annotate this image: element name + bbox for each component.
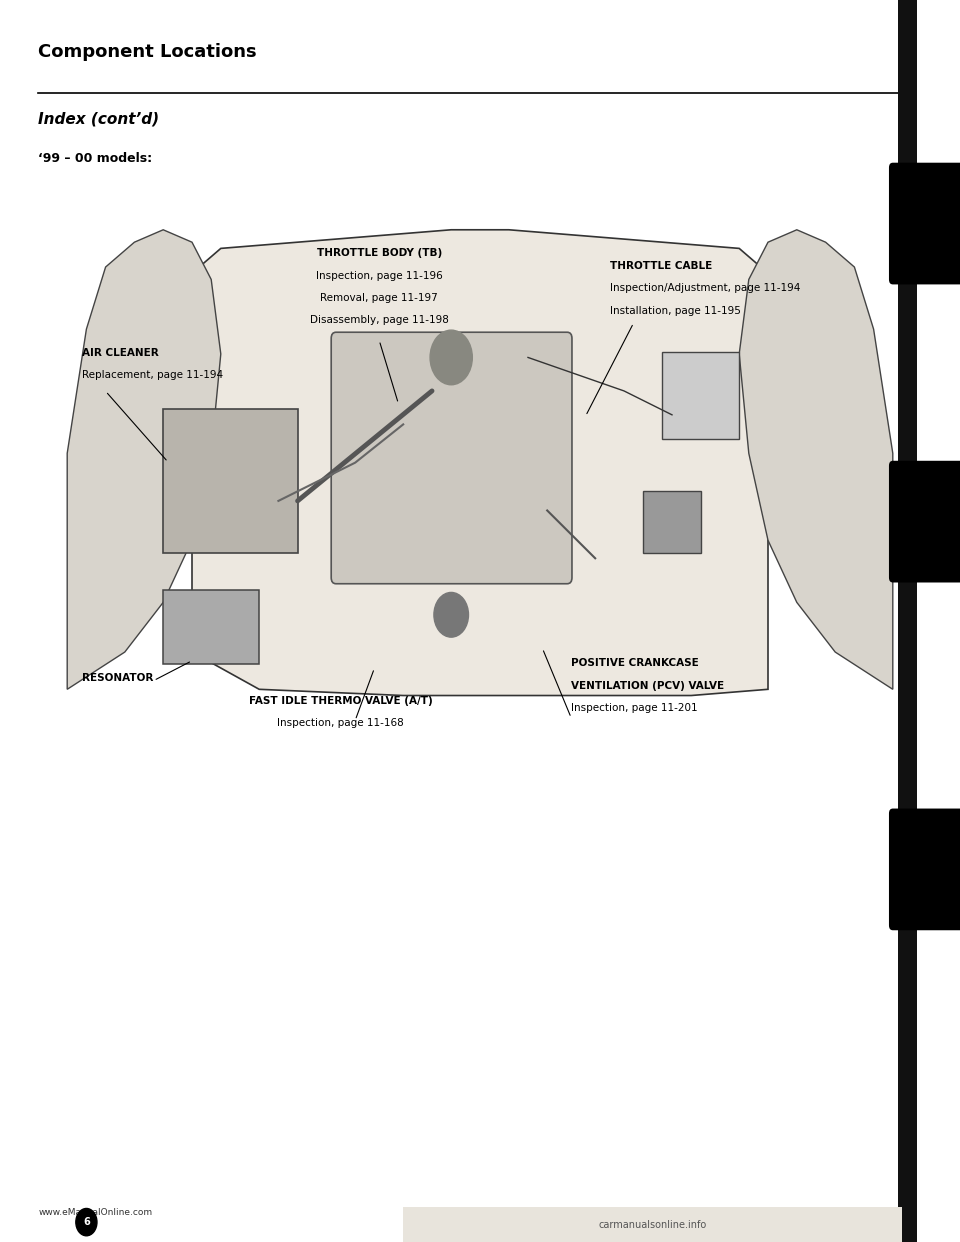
Text: THROTTLE BODY (TB): THROTTLE BODY (TB) xyxy=(317,248,442,258)
Text: ‘99 – 00 models:: ‘99 – 00 models: xyxy=(38,152,153,164)
Text: Replacement, page 11-194: Replacement, page 11-194 xyxy=(82,370,223,380)
Polygon shape xyxy=(67,230,221,689)
Text: www.eManualOnline.com: www.eManualOnline.com xyxy=(38,1208,153,1217)
Bar xyxy=(643,491,701,553)
Text: Component Locations: Component Locations xyxy=(38,43,257,61)
FancyBboxPatch shape xyxy=(889,809,960,930)
Text: VENTILATION (PCV) VALVE: VENTILATION (PCV) VALVE xyxy=(571,681,725,691)
Text: Index (cont’d): Index (cont’d) xyxy=(38,112,159,127)
Bar xyxy=(403,1207,902,1242)
Text: Inspection, page 11-168: Inspection, page 11-168 xyxy=(277,718,404,728)
Text: carmanualsonline.info: carmanualsonline.info xyxy=(599,1220,707,1230)
Text: 6: 6 xyxy=(83,1217,90,1227)
Circle shape xyxy=(434,592,468,637)
Text: Inspection, page 11-196: Inspection, page 11-196 xyxy=(316,271,443,281)
Text: THROTTLE CABLE: THROTTLE CABLE xyxy=(610,261,712,271)
Text: RESONATOR: RESONATOR xyxy=(82,673,153,683)
Polygon shape xyxy=(192,230,768,696)
FancyBboxPatch shape xyxy=(889,461,960,582)
Circle shape xyxy=(76,1208,97,1236)
Text: Removal, page 11-197: Removal, page 11-197 xyxy=(321,293,438,303)
Text: AIR CLEANER: AIR CLEANER xyxy=(82,348,158,358)
Text: POSITIVE CRANKCASE: POSITIVE CRANKCASE xyxy=(571,658,699,668)
Circle shape xyxy=(430,330,472,385)
Bar xyxy=(163,410,298,553)
Bar xyxy=(67,224,893,702)
Text: Installation, page 11-195: Installation, page 11-195 xyxy=(610,306,740,315)
FancyBboxPatch shape xyxy=(889,163,960,284)
Text: FAST IDLE THERMO VALVE (A/T): FAST IDLE THERMO VALVE (A/T) xyxy=(249,696,433,705)
FancyBboxPatch shape xyxy=(331,332,572,584)
Bar xyxy=(163,590,259,664)
Text: Disassembly, page 11-198: Disassembly, page 11-198 xyxy=(310,315,448,325)
Text: Inspection, page 11-201: Inspection, page 11-201 xyxy=(571,703,698,713)
Bar xyxy=(662,351,739,438)
Bar xyxy=(898,0,917,1242)
Polygon shape xyxy=(739,230,893,689)
Text: Inspection/Adjustment, page 11-194: Inspection/Adjustment, page 11-194 xyxy=(610,283,800,293)
